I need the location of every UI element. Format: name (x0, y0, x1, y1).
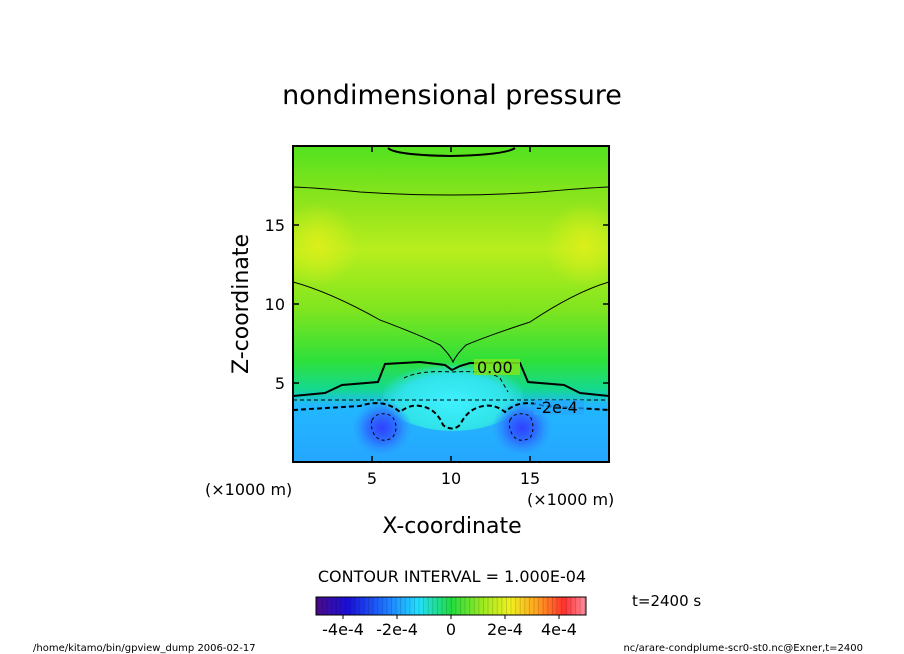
right-high-region (544, 203, 609, 287)
colorbar-tick-label: 2e-4 (487, 620, 523, 639)
contour-label-bg-minus (534, 400, 584, 415)
contour-label-zero: 0.00 (477, 358, 513, 377)
contour-dashed-dome (403, 371, 509, 393)
y-axis-ticks: 5 10 15 (265, 216, 609, 393)
y-tick-label: 10 (265, 295, 285, 314)
contour-interval-text: CONTOUR INTERVAL = 1.000E-04 (318, 567, 586, 586)
contour-label-bg-zero (474, 359, 520, 375)
time-label: t=2400 s (632, 592, 701, 610)
contour-middle (293, 281, 609, 364)
colorbar-tick-label: -4e-4 (322, 620, 364, 639)
left-high-region (293, 203, 358, 287)
x-tick-label: 10 (441, 469, 461, 488)
left-vortex (352, 400, 412, 456)
colorbar-tick-label: 4e-4 (541, 620, 577, 639)
central-low-dome (383, 359, 523, 431)
contour-left-vortex (370, 413, 397, 441)
y-tick-label: 5 (275, 374, 285, 393)
colorbar-tick-label: 0 (446, 620, 456, 639)
footer-right: nc/arare-condplume-scr0-st0.nc@Exner,t=2… (623, 643, 863, 654)
contour-right-vortex (508, 413, 534, 441)
chart-title: nondimensional pressure (282, 80, 622, 111)
contour-top (387, 147, 516, 158)
x-axis-ticks: 5 10 15 (367, 146, 540, 488)
plot-area: 0.00 -2e-4 (293, 146, 609, 462)
y-unit-note: (×1000 m) (205, 480, 292, 499)
y-tick-label: 15 (265, 216, 285, 235)
contour-upper (293, 186, 609, 196)
colorbar-bins (316, 597, 586, 615)
x-tick-label: 5 (367, 469, 377, 488)
x-unit-note: (×1000 m) (527, 490, 614, 509)
x-tick-label: 15 (520, 469, 540, 488)
contour-minus-2e-4 (293, 402, 609, 430)
contour-zero (293, 360, 609, 397)
footer-left: /home/kitamo/bin/gpview_dump 2006-02-17 (33, 643, 256, 654)
x-axis-title: X-coordinate (382, 514, 521, 539)
colorbar-tick-label: -2e-4 (376, 620, 418, 639)
y-axis-title: Z-coordinate (229, 234, 254, 374)
contour-label-minus-2e-4: -2e-4 (536, 398, 578, 417)
colorbar-ticks: -4e-4 -2e-4 0 2e-4 4e-4 (322, 615, 577, 639)
